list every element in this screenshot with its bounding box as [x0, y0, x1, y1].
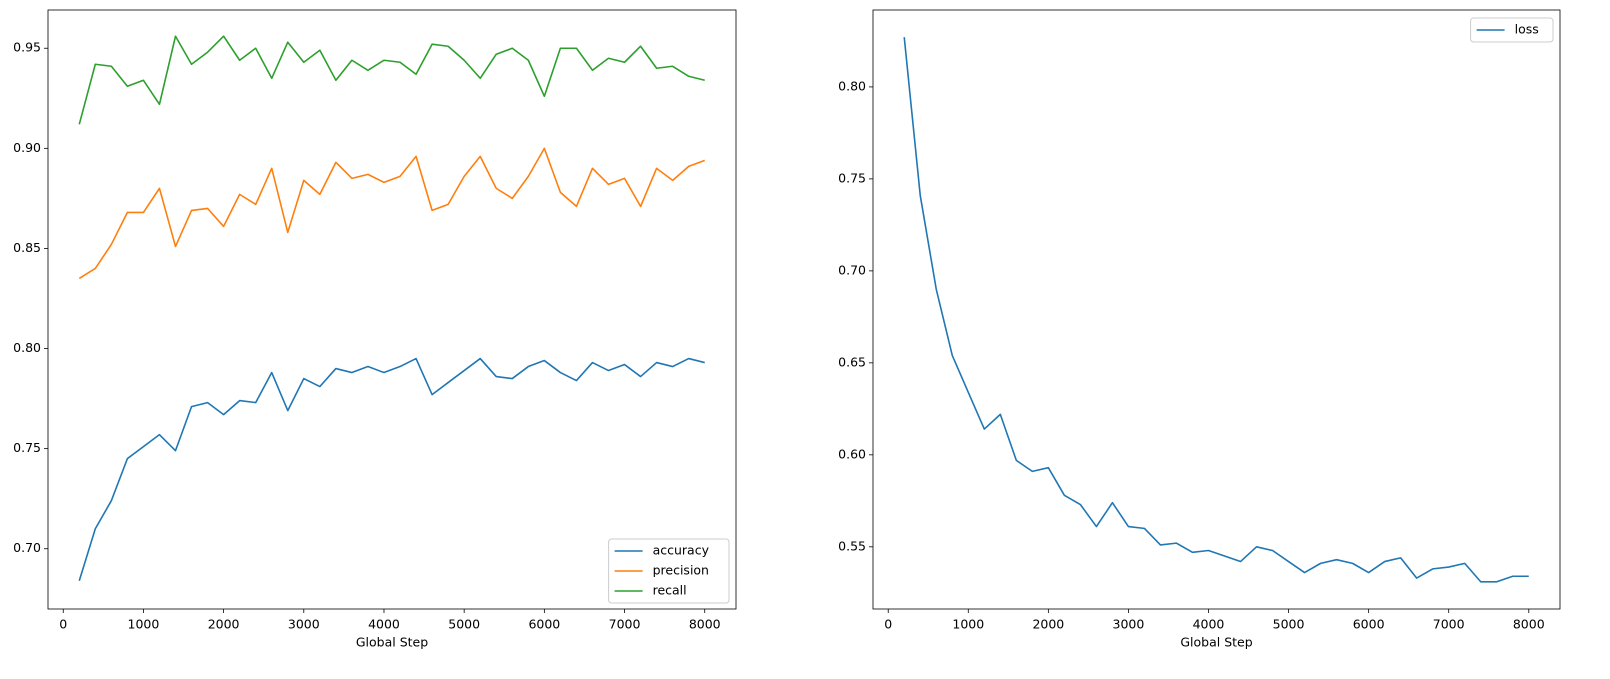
y-tick-label: 0.55	[838, 538, 866, 553]
x-tick-label: 5000	[1273, 617, 1305, 632]
x-axis-label: Global Step	[1180, 635, 1252, 650]
x-tick-label: 3000	[1113, 617, 1145, 632]
x-tick-label: 2000	[1032, 617, 1064, 632]
x-tick-label: 8000	[1513, 617, 1545, 632]
series-line	[78, 35, 705, 125]
y-tick-label: 0.85	[13, 240, 41, 255]
legend: accuracy precision recall	[608, 538, 730, 604]
series-line	[78, 147, 706, 280]
y-tick-label: 0.95	[13, 40, 41, 55]
legend-label: loss	[1515, 22, 1539, 37]
legend-label: precision	[653, 563, 709, 578]
y-tick-label: 0.80	[13, 340, 41, 355]
y-tick-label: 0.70	[13, 540, 41, 555]
series-line	[903, 37, 1529, 583]
x-tick-label: 0	[59, 617, 67, 632]
x-tick-label: 4000	[1193, 617, 1225, 632]
axes-frame	[47, 9, 737, 610]
legend-label: accuracy	[653, 543, 710, 558]
x-tick-label: 2000	[208, 617, 240, 632]
x-tick-label: 1000	[128, 617, 160, 632]
y-tick-label: 0.70	[838, 262, 866, 277]
x-tick-label: 4000	[368, 617, 400, 632]
y-tick-label: 0.60	[838, 446, 866, 461]
y-tick-label: 0.90	[13, 140, 41, 155]
legend-box	[1470, 17, 1554, 43]
y-tick-label: 0.75	[838, 170, 866, 185]
y-tick-label: 0.65	[838, 354, 866, 369]
series-line	[78, 357, 705, 582]
x-tick-label: 1000	[952, 617, 984, 632]
legend: loss	[1470, 17, 1554, 43]
x-tick-label: 6000	[1353, 617, 1385, 632]
x-tick-label: 8000	[689, 617, 721, 632]
y-tick-label: 0.75	[13, 440, 41, 455]
x-axis-label: Global Step	[356, 635, 428, 650]
x-tick-label: 6000	[528, 617, 560, 632]
x-tick-label: 3000	[288, 617, 320, 632]
x-tick-label: 7000	[1433, 617, 1465, 632]
axes-frame	[872, 9, 1561, 610]
x-tick-label: 0	[884, 617, 892, 632]
x-tick-label: 7000	[609, 617, 641, 632]
legend-box	[608, 538, 730, 604]
x-tick-label: 5000	[448, 617, 480, 632]
legend-label: recall	[653, 583, 687, 598]
y-tick-label: 0.80	[838, 78, 866, 93]
